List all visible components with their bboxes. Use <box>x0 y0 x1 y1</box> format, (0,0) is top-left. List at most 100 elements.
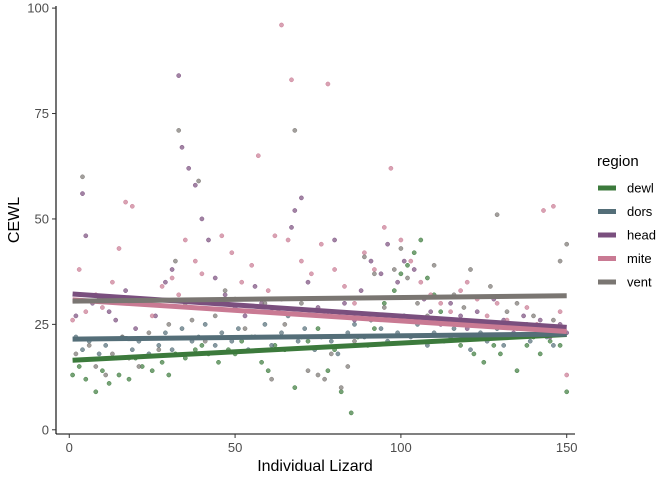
point-dors <box>262 322 268 327</box>
point-head <box>179 144 185 150</box>
point-mite <box>219 233 225 239</box>
point-mite <box>564 372 570 378</box>
point-dewl <box>537 351 543 357</box>
point-dewl <box>425 275 430 281</box>
point-dewl <box>458 343 463 348</box>
y-tick-label: 0 <box>42 422 49 437</box>
point-vent <box>514 300 520 306</box>
point-vent <box>315 372 321 378</box>
point-dewl <box>438 309 444 315</box>
point-head <box>176 73 182 78</box>
point-mite <box>362 250 367 256</box>
point-mite <box>116 246 122 251</box>
point-mite <box>182 237 188 243</box>
point-dewl <box>498 351 503 357</box>
point-mite <box>265 288 271 293</box>
point-head <box>521 313 526 319</box>
point-head <box>169 267 175 272</box>
point-mite <box>551 203 556 209</box>
x-tick-label: 150 <box>556 440 578 455</box>
point-head <box>448 300 453 306</box>
point-mite <box>418 279 424 285</box>
point-dors <box>169 347 175 353</box>
point-mite <box>289 77 294 83</box>
point-dors <box>295 338 301 344</box>
point-vent <box>146 330 152 336</box>
point-mite <box>299 258 304 264</box>
point-head <box>474 309 480 315</box>
point-dewl <box>514 368 520 374</box>
point-dewl <box>305 338 311 344</box>
point-dors <box>202 322 208 327</box>
point-mite <box>76 267 82 272</box>
point-mite <box>438 300 444 306</box>
point-head <box>378 271 384 277</box>
point-vent <box>564 241 570 247</box>
y-tick-label: 100 <box>27 1 49 16</box>
point-vent <box>551 317 556 323</box>
point-dors <box>451 326 457 331</box>
trend-line-mite <box>72 297 567 335</box>
point-vent <box>391 267 397 272</box>
y-tick-label: 50 <box>35 211 49 226</box>
point-dewl <box>315 326 321 331</box>
point-mite <box>408 258 414 264</box>
point-dewl <box>524 343 530 348</box>
point-dors <box>302 326 308 331</box>
point-head <box>113 317 119 323</box>
point-vent <box>328 351 334 357</box>
y-tick-label: 75 <box>35 106 49 121</box>
point-dors <box>328 338 334 344</box>
point-vent <box>136 364 142 369</box>
point-mite <box>398 237 404 243</box>
point-mite <box>448 309 453 315</box>
point-head <box>385 241 390 247</box>
point-vent <box>156 347 162 353</box>
point-mite <box>372 267 377 272</box>
point-mite <box>123 199 128 205</box>
point-head <box>401 258 407 264</box>
point-vent <box>322 376 327 382</box>
point-dewl <box>166 372 172 378</box>
point-mite <box>199 271 205 277</box>
point-vent <box>80 174 85 180</box>
point-dors <box>96 351 102 357</box>
point-vent <box>468 267 473 272</box>
point-vent <box>415 300 420 306</box>
point-vent <box>557 258 563 264</box>
point-head <box>252 284 258 289</box>
point-mite <box>176 292 182 298</box>
point-head <box>222 292 228 298</box>
point-head <box>242 313 248 319</box>
point-vent <box>431 262 437 268</box>
point-head <box>133 326 138 331</box>
point-vent <box>338 385 344 390</box>
point-vent <box>242 326 248 331</box>
legend-label-dewl: dewl <box>627 181 654 196</box>
legend-label-dors: dors <box>627 204 653 219</box>
point-dors <box>103 343 109 348</box>
point-vent <box>461 305 467 310</box>
point-head <box>368 258 374 264</box>
point-vent <box>504 309 510 315</box>
point-vent <box>352 338 357 344</box>
point-head <box>305 279 311 285</box>
point-mite <box>332 267 337 272</box>
point-mite <box>494 300 500 306</box>
point-vent <box>362 254 367 260</box>
point-head <box>123 288 128 293</box>
x-tick-label: 50 <box>228 440 242 455</box>
point-vent <box>196 178 201 184</box>
point-mite <box>192 258 198 264</box>
point-mite <box>129 203 135 209</box>
point-mite <box>541 208 546 213</box>
point-vent <box>282 322 288 327</box>
point-vent <box>166 322 172 327</box>
point-mite <box>279 22 284 28</box>
point-mite <box>342 284 347 289</box>
point-head <box>206 237 211 243</box>
x-axis-title: Individual Lizard <box>257 458 373 475</box>
point-vent <box>345 364 351 369</box>
point-vent <box>212 313 218 319</box>
point-mite <box>110 279 115 285</box>
